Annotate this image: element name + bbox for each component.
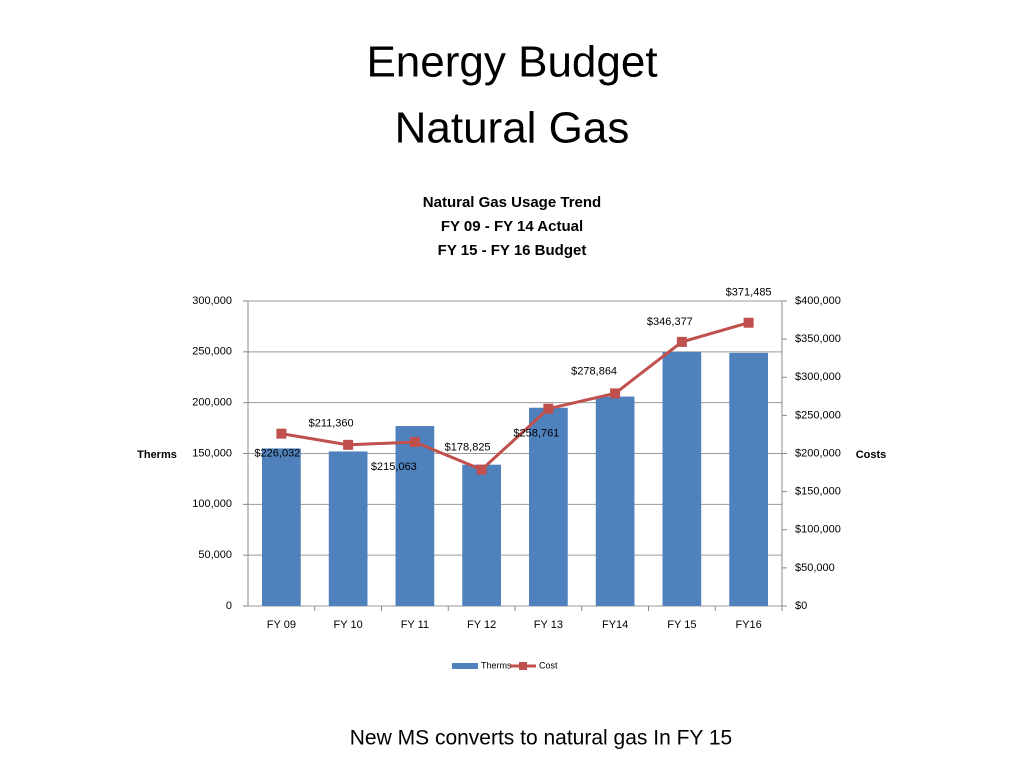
chart-title: Natural Gas Usage Trend bbox=[423, 194, 601, 211]
cost-marker bbox=[343, 439, 354, 450]
data-label: $258,761 bbox=[513, 428, 559, 440]
bar bbox=[662, 351, 702, 606]
bar bbox=[595, 396, 635, 606]
cost-marker bbox=[743, 317, 754, 328]
data-label: $371,485 bbox=[726, 287, 772, 299]
legend-label: Cost bbox=[539, 660, 558, 670]
legend-swatch bbox=[519, 662, 527, 670]
data-label: $278,864 bbox=[571, 365, 617, 377]
y2-tick-label: $50,000 bbox=[795, 562, 835, 574]
data-label: $178,825 bbox=[445, 442, 491, 454]
bar bbox=[462, 464, 501, 606]
y-tick-label: 250,000 bbox=[192, 346, 232, 358]
slide-title: Energy Budget bbox=[366, 38, 657, 87]
cost-line bbox=[281, 321, 750, 472]
cost-marker bbox=[476, 464, 487, 475]
cost-marker bbox=[409, 437, 420, 448]
chart-title: FY 15 - FY 16 Budget bbox=[438, 242, 587, 259]
y2-tick-label: $150,000 bbox=[795, 486, 841, 498]
x-tick-label: FY16 bbox=[735, 619, 761, 631]
x-tick-label: FY 13 bbox=[534, 619, 563, 631]
x-tick-label: FY14 bbox=[602, 619, 628, 631]
bar bbox=[395, 426, 435, 606]
y2-tick-label: $250,000 bbox=[795, 409, 841, 421]
y-tick-label: 100,000 bbox=[192, 498, 232, 510]
y2-tick-label: $200,000 bbox=[795, 447, 841, 459]
y-tick-label: 200,000 bbox=[192, 397, 232, 409]
legend-label: Therms bbox=[481, 660, 512, 670]
x-tick-label: FY 09 bbox=[267, 619, 296, 631]
chart-title: FY 09 - FY 14 Actual bbox=[441, 218, 583, 235]
bar bbox=[529, 407, 568, 606]
y-tick-label: 300,000 bbox=[192, 295, 232, 307]
data-label: $211,360 bbox=[309, 418, 354, 430]
bar bbox=[729, 352, 768, 606]
x-tick-label: FY 11 bbox=[401, 619, 429, 631]
y2-tick-label: $400,000 bbox=[795, 295, 841, 307]
y-tick-label: 0 bbox=[226, 600, 232, 612]
data-label: $215,063 bbox=[371, 461, 417, 473]
y2-tick-label: $0 bbox=[795, 600, 807, 612]
y-axis-title: Therms bbox=[137, 449, 177, 461]
footnote: New MS converts to natural gas In FY 15 bbox=[350, 727, 732, 750]
y2-tick-label: $350,000 bbox=[795, 333, 841, 345]
x-tick-label: FY 12 bbox=[467, 619, 496, 631]
legend-swatch bbox=[452, 663, 478, 669]
bar bbox=[328, 451, 368, 606]
x-tick-label: FY 15 bbox=[667, 619, 696, 631]
slide-title: Natural Gas bbox=[395, 104, 630, 153]
data-label: $226,032 bbox=[254, 448, 300, 460]
y2-tick-label: $100,000 bbox=[795, 524, 841, 536]
cost-marker bbox=[276, 428, 287, 439]
bar bbox=[262, 448, 301, 606]
cost-marker bbox=[543, 403, 554, 414]
cost-marker bbox=[676, 336, 687, 347]
y-tick-label: 50,000 bbox=[198, 549, 232, 561]
data-label: $346,377 bbox=[647, 316, 693, 328]
cost-marker bbox=[610, 388, 621, 399]
y2-tick-label: $300,000 bbox=[795, 371, 841, 383]
y2-axis-title: Costs bbox=[856, 449, 887, 461]
y-tick-label: 150,000 bbox=[192, 447, 232, 459]
x-tick-label: FY 10 bbox=[334, 619, 363, 631]
